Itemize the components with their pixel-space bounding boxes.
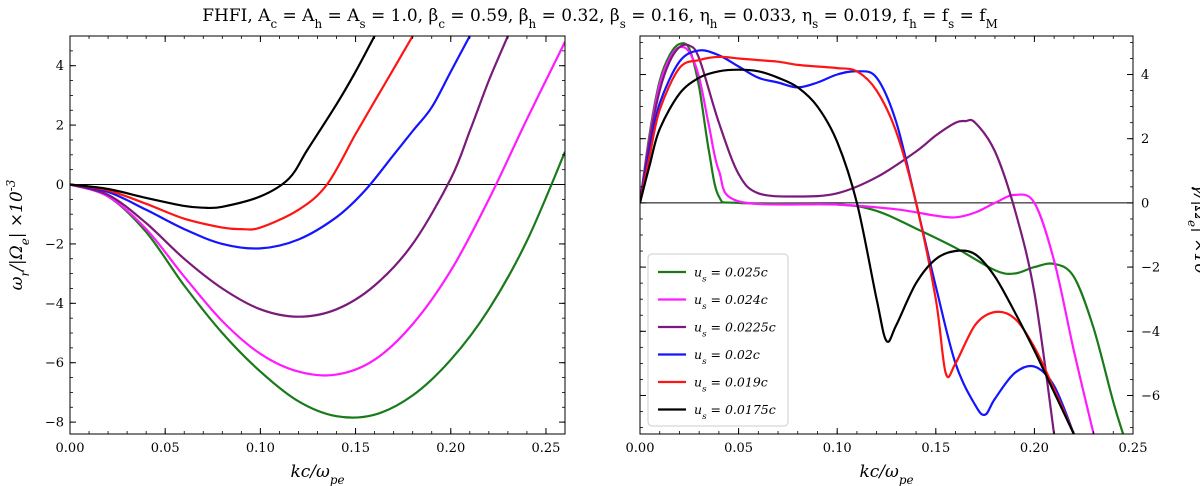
x-tick-label: 0.20 [1020,441,1049,456]
series-line-1 [70,151,565,419]
y-tick-label: 4 [1141,68,1149,83]
x-tick-label: 0.10 [823,441,852,456]
legend-entry-label: us = 0.025c [694,265,768,285]
series-line-2 [640,45,1095,434]
y-axis-label: ωr/|Ωe| ×10-3 [4,180,32,291]
series-line-5 [70,36,414,231]
x-tick-label: 0.05 [724,441,753,456]
legend: us = 0.025c us = 0.024c us = 0.0225c us = 0… [647,253,789,427]
series-line-3 [640,43,1056,434]
x-tick-label: 0.20 [436,441,465,456]
x-tick-label: 0.15 [341,441,370,456]
y-tick-label: −4 [1141,325,1160,340]
y-tick-label: 0 [56,178,64,193]
legend-entry-label: us = 0.0175c [694,402,776,422]
x-tick-label: 0.25 [531,441,560,456]
y-tick-label: −4 [45,297,64,312]
legend-box [647,253,789,427]
y-tick-label: 2 [56,119,64,134]
figure-title: FHFI, Ac = Ah = As = 1.0, βc = 0.59, βh … [202,6,998,31]
right-panel-gamma: 0.00 0.05 0.10 0.15 0.20 0.25 −6 −4 −2 0 2 4 kc/ωpe γ… [626,35,1200,486]
x-axis-label: kc/ωpe [290,462,344,486]
y-tick-label: −2 [1141,261,1160,276]
x-tick-label: 0.00 [626,441,655,456]
x-tick-label: 0.10 [246,441,275,456]
left-panel-omega: 0.00 0.05 0.10 0.15 0.20 0.25 −8 −6 −4 −2 0 2 4 kc/ωp… [4,35,566,486]
y-tick-label: −6 [45,356,64,371]
y-tick-label: 0 [1141,196,1149,211]
series-line-6 [70,36,376,210]
series-line-3 [70,36,509,318]
legend-entry-label: us = 0.024c [694,292,768,312]
legend-entry-label: us = 0.02c [694,347,760,367]
legend-entry-label: us = 0.019c [694,375,768,395]
y-tick-label: −6 [1141,389,1160,404]
x-tick-label: 0.00 [56,441,85,456]
series-line-5 [640,55,1075,434]
x-tick-label: 0.25 [1119,441,1148,456]
y-tick-label: 4 [56,59,64,74]
y-tick-label: 2 [1141,132,1149,147]
series-line-4 [70,36,471,250]
x-tick-label: 0.05 [151,441,180,456]
series-line-2 [70,41,565,377]
y-axis-label: γ/|Ωe| ×10-4 [1185,184,1200,285]
series-line-4 [640,49,1075,434]
y-tick-label: −8 [45,416,64,431]
y-tick-label: −2 [45,237,64,252]
series-line-6 [640,68,1075,434]
legend-entry-label: us = 0.0225c [694,320,776,340]
x-tick-label: 0.15 [921,441,950,456]
x-axis-label: kc/ωpe [859,462,913,486]
